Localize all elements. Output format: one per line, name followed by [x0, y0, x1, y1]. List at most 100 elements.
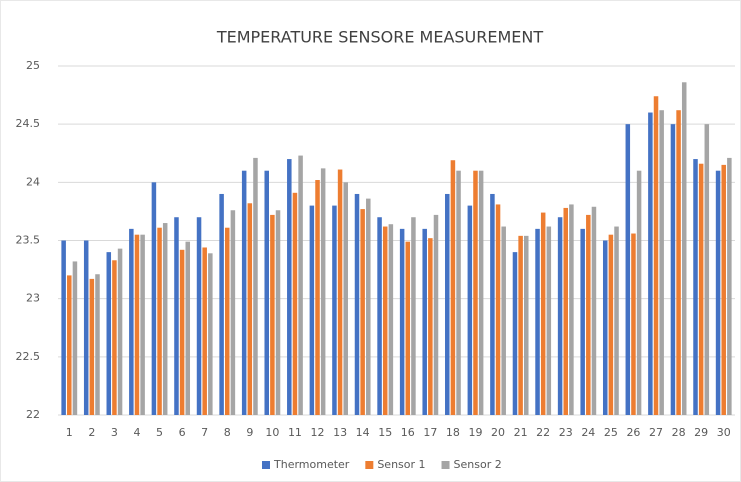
- bar: [467, 205, 473, 415]
- bar: [608, 234, 614, 415]
- bar: [411, 217, 416, 415]
- x-tick-label: 10: [265, 426, 279, 439]
- bar: [473, 170, 478, 415]
- bar: [591, 206, 597, 415]
- x-tick-label: 11: [288, 426, 302, 439]
- legend-swatch: [365, 461, 374, 469]
- x-tick-label: 3: [111, 426, 118, 439]
- x-tick-label: 1: [66, 426, 73, 439]
- bar: [264, 170, 269, 415]
- chart-title: TEMPERATURE SENSORE MEASUREMENT: [216, 28, 544, 47]
- bar: [727, 157, 732, 416]
- x-tick-label: 25: [604, 426, 618, 439]
- x-tick-label: 4: [133, 426, 140, 439]
- bar: [67, 275, 72, 415]
- legend-label: Sensor 1: [377, 458, 425, 471]
- bar: [174, 217, 179, 415]
- x-tick-label: 18: [446, 426, 460, 439]
- bar: [360, 209, 365, 415]
- bar: [185, 241, 191, 415]
- x-tick-label: 22: [536, 426, 550, 439]
- x-tick-label: 26: [626, 426, 640, 439]
- bar: [354, 193, 360, 415]
- bar: [112, 260, 117, 415]
- x-tick-label: 7: [201, 426, 208, 439]
- bar: [247, 203, 253, 415]
- bar: [315, 180, 320, 415]
- bar: [275, 210, 281, 415]
- bar: [117, 248, 123, 415]
- x-tick-label: 14: [356, 426, 370, 439]
- bar: [292, 192, 298, 415]
- x-tick-label: 29: [694, 426, 708, 439]
- bar: [698, 163, 704, 415]
- bar: [241, 170, 247, 415]
- bar: [151, 182, 157, 415]
- bar: [602, 240, 608, 415]
- bar: [162, 223, 168, 415]
- bar: [377, 217, 382, 415]
- bar: [631, 233, 636, 415]
- y-tick-label: 24.5: [16, 117, 41, 130]
- x-tick-label: 8: [224, 426, 231, 439]
- bar: [230, 210, 236, 415]
- bar: [253, 157, 258, 416]
- bar: [343, 182, 348, 415]
- bar: [580, 228, 585, 415]
- bar: [670, 124, 676, 416]
- bar: [140, 234, 145, 415]
- bar: [129, 228, 134, 415]
- bar: [309, 205, 315, 415]
- bar: [224, 227, 230, 415]
- bar: [704, 124, 710, 416]
- bar: [366, 198, 371, 415]
- legend-label: Thermometer: [273, 458, 350, 471]
- bar: [563, 207, 569, 415]
- x-tick-label: 16: [401, 426, 415, 439]
- bar: [648, 112, 653, 416]
- bar: [270, 214, 275, 415]
- x-tick-label: 30: [717, 426, 731, 439]
- x-tick-label: 21: [514, 426, 528, 439]
- bar: [320, 168, 326, 415]
- x-tick-label: 6: [179, 426, 186, 439]
- bar: [179, 249, 185, 415]
- legend-swatch: [262, 461, 270, 469]
- bar: [337, 169, 343, 415]
- bar: [524, 235, 529, 415]
- bar: [83, 240, 89, 415]
- y-tick-label: 23: [26, 292, 40, 305]
- bar: [681, 82, 687, 415]
- x-tick-label: 19: [468, 426, 482, 439]
- x-tick-label: 15: [378, 426, 392, 439]
- bar: [569, 204, 574, 415]
- x-tick-label: 27: [649, 426, 663, 439]
- bar: [495, 204, 501, 415]
- bar: [636, 170, 642, 415]
- bar: [546, 226, 552, 415]
- x-tick-label: 12: [311, 426, 325, 439]
- bar: [422, 228, 427, 415]
- bar: [61, 240, 66, 415]
- bar: [625, 124, 631, 416]
- bar: [614, 226, 619, 415]
- y-tick-label: 23.5: [16, 234, 41, 247]
- bar: [287, 159, 292, 415]
- bar: [586, 214, 591, 415]
- x-tick-label: 17: [423, 426, 437, 439]
- bar: [208, 253, 213, 415]
- y-tick-label: 22.5: [16, 350, 41, 363]
- x-tick-label: 9: [246, 426, 253, 439]
- bar: [202, 247, 207, 415]
- bar: [450, 160, 456, 415]
- bar: [399, 228, 405, 415]
- bar: [405, 241, 411, 415]
- bar: [219, 193, 224, 415]
- x-tick-label: 5: [156, 426, 163, 439]
- x-tick-label: 28: [672, 426, 686, 439]
- bar: [196, 217, 202, 415]
- bar: [428, 238, 433, 415]
- bar: [693, 159, 698, 415]
